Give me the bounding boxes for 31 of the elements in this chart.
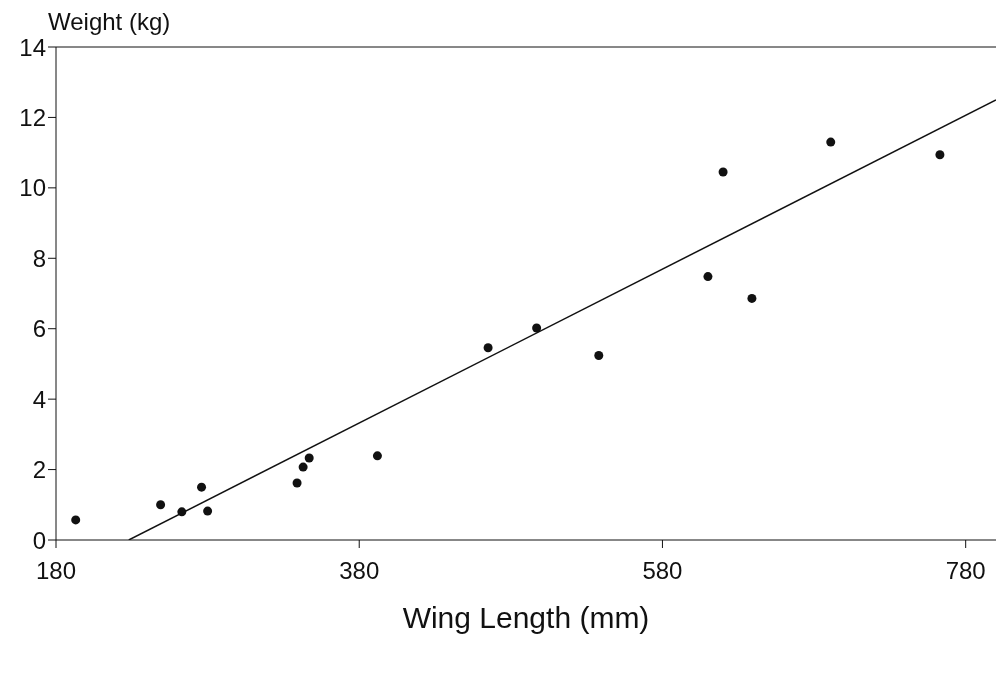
- point: [197, 482, 207, 492]
- x-tick-label: 380: [339, 557, 380, 585]
- point: [203, 506, 213, 516]
- y-tick-label: 10: [19, 174, 46, 202]
- x-tick-label: 780: [945, 557, 986, 585]
- point: [298, 462, 308, 472]
- point: [747, 293, 757, 303]
- x-axis-title: Wing Length (mm): [402, 601, 650, 634]
- point: [703, 272, 713, 282]
- y-tick-label: 6: [32, 315, 46, 343]
- point: [292, 478, 302, 488]
- y-tick-label: 4: [32, 385, 46, 413]
- point: [532, 323, 542, 333]
- y-tick-label: 2: [32, 456, 46, 484]
- y-tick-label: 12: [19, 103, 46, 131]
- point: [156, 500, 166, 510]
- x-tick-label: 180: [35, 557, 77, 585]
- point: [71, 515, 81, 525]
- y-tick-label: 14: [19, 33, 46, 61]
- point: [304, 453, 314, 463]
- x-tick-label: 580: [642, 557, 683, 585]
- point: [483, 343, 493, 353]
- point: [372, 451, 382, 461]
- point: [594, 350, 604, 360]
- y-tick-label: 8: [32, 244, 46, 272]
- point: [718, 167, 728, 177]
- point: [935, 150, 945, 160]
- point: [177, 507, 187, 517]
- y-tick-label: 0: [32, 526, 46, 554]
- point: [826, 137, 836, 147]
- y-axis-title: Weight (kg): [48, 8, 171, 36]
